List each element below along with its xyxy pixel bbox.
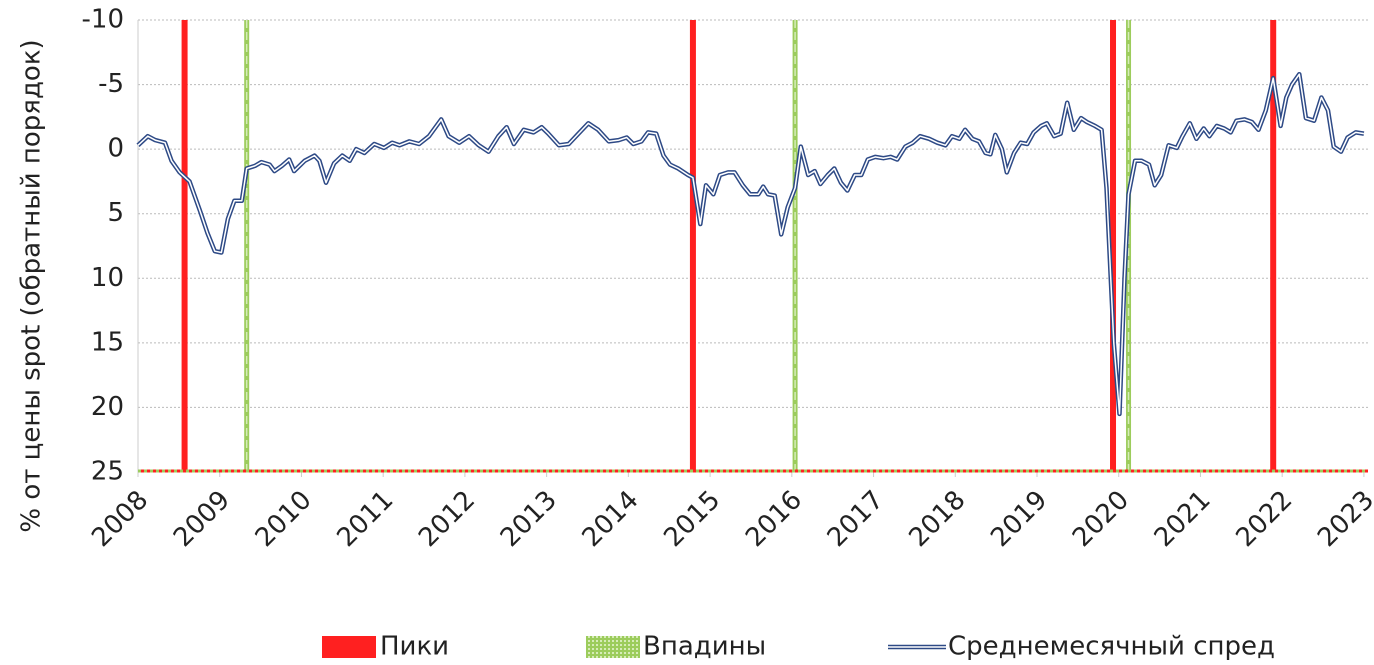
y-tick-label: 10	[91, 263, 124, 293]
x-tick-label: 2009	[168, 485, 236, 553]
x-tick-label: 2010	[250, 485, 318, 553]
y-tick-label: 0	[107, 134, 124, 164]
series-line-inner	[137, 73, 1365, 415]
x-tick-label: 2013	[495, 485, 563, 553]
x-tick-label: 2012	[413, 485, 481, 553]
x-tick-label: 2008	[86, 485, 154, 553]
x-tick-label: 2023	[1312, 485, 1374, 553]
legend-label: Среднемесячный спред	[948, 632, 1275, 662]
x-tick-label: 2019	[985, 485, 1053, 553]
y-tick-label: -10	[82, 5, 124, 35]
x-tick-label: 2022	[1230, 485, 1298, 553]
x-tick-label: 2021	[1149, 485, 1217, 553]
x-tick-label: 2015	[658, 485, 726, 553]
y-tick-label: 15	[91, 327, 124, 357]
x-tick-label: 2020	[1067, 485, 1135, 553]
legend-label: Впадины	[643, 632, 766, 662]
y-tick-label: 25	[91, 457, 124, 487]
legend-swatch	[586, 636, 640, 658]
x-tick-label: 2016	[740, 485, 808, 553]
y-tick-label: 20	[91, 392, 124, 422]
legend-swatch	[322, 636, 376, 658]
y-tick-label: -5	[98, 69, 124, 99]
x-tick-label: 2011	[331, 485, 399, 553]
legend-label: Пики	[380, 632, 449, 662]
x-tick-label: 2018	[904, 485, 972, 553]
x-tick-label: 2017	[822, 485, 890, 553]
series-line	[136, 71, 1365, 417]
y-axis-label: % от цены spot (обратный порядок)	[17, 39, 47, 532]
y-tick-label: 5	[107, 198, 124, 228]
x-tick-label: 2014	[577, 485, 645, 553]
